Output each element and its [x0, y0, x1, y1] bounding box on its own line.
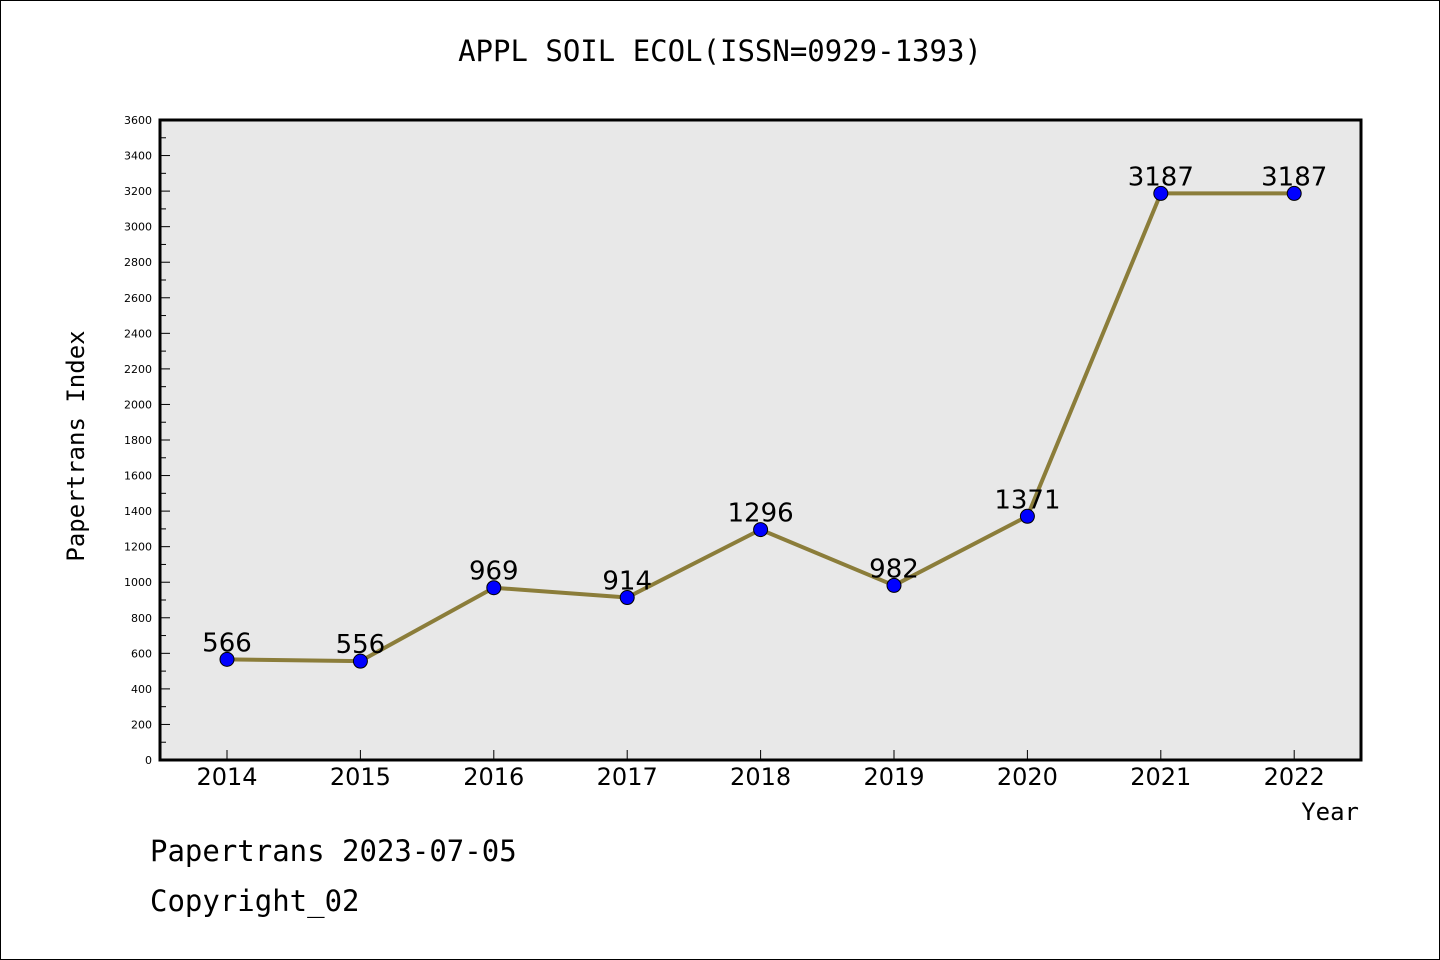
- y-tick-label: 1400: [124, 505, 152, 518]
- y-tick-label: 800: [131, 612, 152, 625]
- data-label: 3187: [1128, 162, 1194, 192]
- data-point: [1286, 185, 1302, 201]
- data-label: 969: [469, 557, 519, 587]
- y-axis: 0 200 400 600 800 1000 1200 1400 1600 1800 2000 220…: [124, 114, 170, 767]
- y-tick-label: 2200: [124, 363, 152, 376]
- data-point: [886, 577, 902, 593]
- y-tick-label: 2600: [124, 292, 152, 305]
- chart-title: APPL SOIL ECOL(ISSN=0929-1393): [458, 34, 982, 68]
- x-tick-label: 2020: [997, 763, 1058, 791]
- y-tick-label: 200: [131, 718, 152, 731]
- x-tick-label: 2017: [597, 763, 658, 791]
- footer-date: Papertrans 2023-07-05: [150, 834, 517, 868]
- y-tick-label: 3600: [124, 114, 152, 127]
- x-tick-label: 2018: [730, 763, 791, 791]
- y-tick-label: 1000: [124, 576, 152, 589]
- data-label: 982: [869, 554, 919, 584]
- data-labels: 566 556 969 914 1296 982 1371 3187 3187: [202, 162, 1327, 660]
- y-tick-label: 3000: [124, 221, 152, 234]
- data-point: [219, 651, 235, 667]
- data-point: [352, 653, 368, 669]
- y-tick-label: 3400: [124, 150, 152, 163]
- plot-area: [158, 118, 1363, 762]
- y-tick-label: 600: [131, 647, 152, 660]
- data-label: 566: [202, 628, 252, 658]
- x-axis-label: Year: [1301, 798, 1359, 826]
- data-label: 1296: [728, 499, 794, 529]
- data-point: [1153, 185, 1169, 201]
- y-tick-label: 1200: [124, 541, 152, 554]
- data-label: 3187: [1261, 162, 1327, 192]
- x-tick-label: 2019: [863, 763, 924, 791]
- data-point: [1019, 508, 1035, 524]
- data-point: [619, 590, 635, 606]
- y-tick-label: 1600: [124, 470, 152, 483]
- x-tick-label: 2021: [1130, 763, 1191, 791]
- y-tick-label: 2800: [124, 256, 152, 269]
- x-tick-label: 2022: [1264, 763, 1325, 791]
- x-tick-label: 2014: [196, 763, 257, 791]
- y-tick-label: 2400: [124, 327, 152, 340]
- x-tick-label: 2016: [463, 763, 524, 791]
- data-label: 914: [602, 567, 652, 597]
- data-label: 556: [336, 630, 386, 660]
- footer-copyright: Copyright_02: [150, 884, 360, 918]
- data-markers: [219, 185, 1302, 669]
- y-tick-label: 0: [145, 754, 152, 767]
- y-axis-label: Papertrans Index: [62, 330, 90, 561]
- data-point: [486, 580, 502, 596]
- y-tick-label: 3200: [124, 185, 152, 198]
- data-label: 1371: [994, 485, 1060, 515]
- x-axis: 2014 2015 2016 2017 2018 2019 2020 2021 2022: [196, 750, 1325, 791]
- x-tick-label: 2015: [330, 763, 391, 791]
- y-tick-label: 1800: [124, 434, 152, 447]
- y-tick-label: 400: [131, 683, 152, 696]
- y-tick-label: 2000: [124, 398, 152, 411]
- data-point: [753, 522, 769, 538]
